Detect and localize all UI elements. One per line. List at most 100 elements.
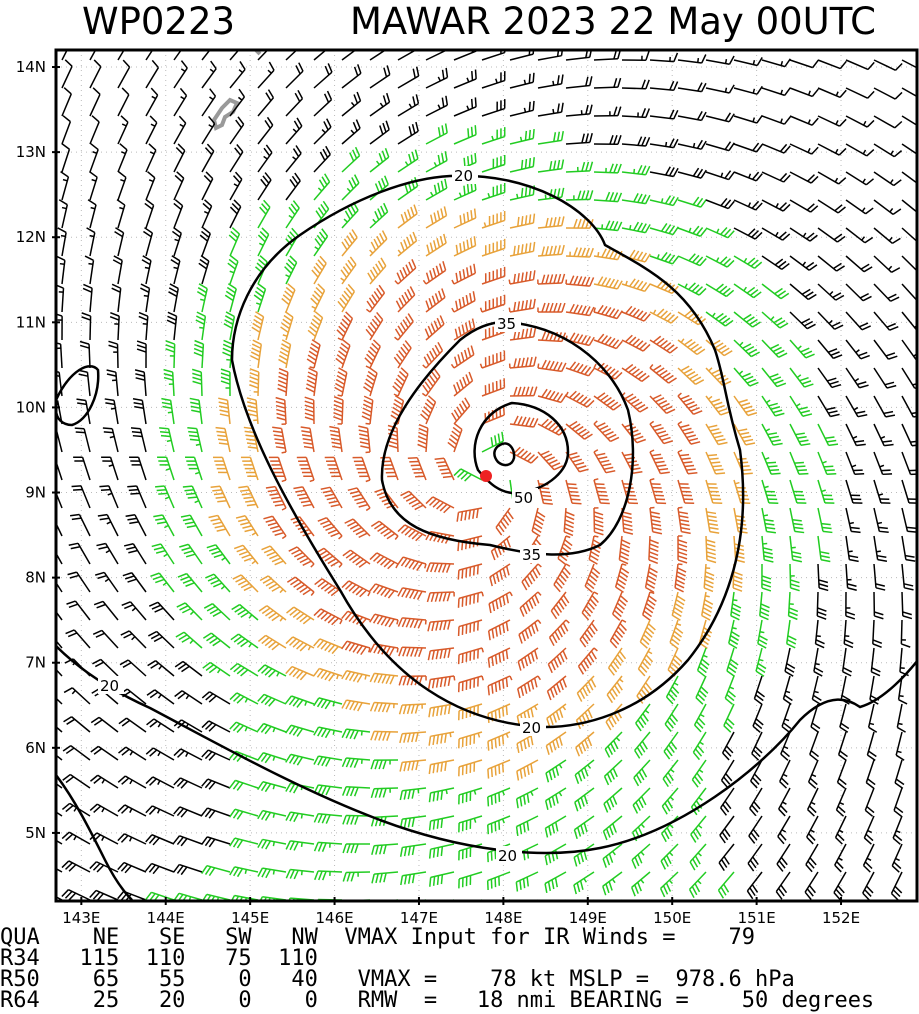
wind-barb — [293, 486, 315, 509]
wind-barb — [56, 839, 63, 845]
wind-barb — [123, 543, 147, 565]
wind-barb — [833, 871, 847, 901]
wind-barb — [733, 423, 756, 446]
wind-barb — [574, 787, 595, 812]
wind-barb — [457, 647, 484, 665]
wind-barb — [862, 871, 875, 901]
wind-barb — [228, 227, 241, 257]
wind-barb — [201, 88, 217, 117]
wind-barb — [901, 115, 917, 127]
wind-barb — [537, 273, 566, 285]
wind-barb — [89, 803, 119, 817]
contour-label-35-north: 35 — [497, 315, 516, 333]
wind-barb — [811, 675, 822, 705]
wind-barb — [62, 745, 91, 761]
wind-barb — [99, 485, 119, 509]
wind-barb — [632, 787, 651, 814]
wind-barb — [649, 52, 679, 63]
wind-barb — [481, 378, 506, 397]
wind-barb — [56, 459, 63, 481]
wind-barb — [733, 479, 751, 504]
wind-barb — [781, 703, 792, 733]
wind-barb — [108, 340, 119, 369]
wind-barb — [230, 633, 259, 649]
wind-barb — [120, 630, 147, 649]
wind-barb — [427, 647, 455, 661]
wind-barb — [369, 701, 399, 713]
wind-barb — [394, 313, 414, 341]
wind-barb — [56, 697, 63, 705]
wind-barb — [606, 675, 624, 704]
wind-barb — [845, 535, 859, 563]
wind-barb — [579, 619, 598, 648]
wind-barb — [593, 507, 604, 536]
wind-barb — [155, 485, 175, 509]
contour-label-20-south: 20 — [522, 719, 541, 737]
wind-barb — [509, 157, 535, 173]
wind-barb — [397, 66, 420, 89]
wind-barb — [817, 143, 847, 156]
wind-barb — [489, 563, 511, 587]
wind-barb — [644, 563, 658, 593]
wind-barb — [227, 255, 239, 285]
wind-barb — [417, 423, 429, 453]
wind-barb — [761, 479, 779, 504]
wind-barb — [892, 815, 903, 845]
wind-barb — [102, 427, 119, 453]
wind-barb — [118, 717, 147, 733]
wind-barb — [609, 619, 627, 649]
wind-barb — [659, 871, 679, 898]
wind-barb — [341, 64, 362, 89]
wind-barb — [369, 583, 399, 599]
wind-barb — [159, 427, 175, 453]
wind-barb — [550, 591, 570, 620]
wind-barb — [845, 255, 873, 273]
wind-barb — [173, 50, 183, 61]
wind-barb — [61, 889, 91, 901]
wind-barb — [761, 367, 787, 388]
wind-barb — [593, 163, 622, 174]
wind-barb — [695, 675, 709, 705]
wind-barb — [89, 861, 119, 873]
wind-barb — [705, 283, 735, 298]
wind-barb — [268, 456, 287, 483]
wind-barb — [899, 647, 909, 677]
wind-barb — [870, 647, 881, 677]
wind-barb — [705, 227, 735, 239]
wind-barb — [809, 731, 820, 761]
wind-barb — [677, 54, 707, 64]
wind-barb — [285, 200, 300, 229]
wind-barb — [872, 899, 875, 901]
wind-barb — [720, 787, 735, 816]
wind-barb — [806, 815, 819, 845]
wind-barb — [369, 230, 388, 257]
wind-barb — [451, 263, 477, 285]
wind-barb — [537, 159, 565, 173]
wind-barb — [901, 59, 917, 69]
wind-barb — [231, 603, 259, 621]
wind-barb — [705, 479, 723, 504]
wind-barb — [751, 731, 763, 761]
wind-barb — [593, 333, 623, 350]
wind-barb — [342, 549, 371, 568]
wind-barb — [457, 619, 483, 637]
wind-barb — [296, 456, 315, 483]
wind-barb — [487, 675, 513, 696]
wind-barb — [517, 675, 542, 699]
wind-barb — [342, 843, 371, 854]
wind-barb — [487, 787, 511, 807]
wind-barb — [872, 619, 883, 649]
wind-barb — [56, 867, 63, 873]
wind-barb — [733, 367, 759, 387]
wind-barb — [313, 697, 343, 710]
contour-20kt-west — [56, 365, 100, 427]
wind-barb — [61, 50, 68, 61]
wind-barb — [121, 601, 147, 621]
wind-barb — [669, 619, 684, 649]
wind-barb — [313, 50, 328, 61]
wind-barb — [341, 757, 371, 769]
wind-barb — [901, 87, 917, 98]
wind-barb — [201, 691, 231, 705]
wind-barb — [428, 815, 455, 831]
wind-barb — [56, 754, 63, 761]
